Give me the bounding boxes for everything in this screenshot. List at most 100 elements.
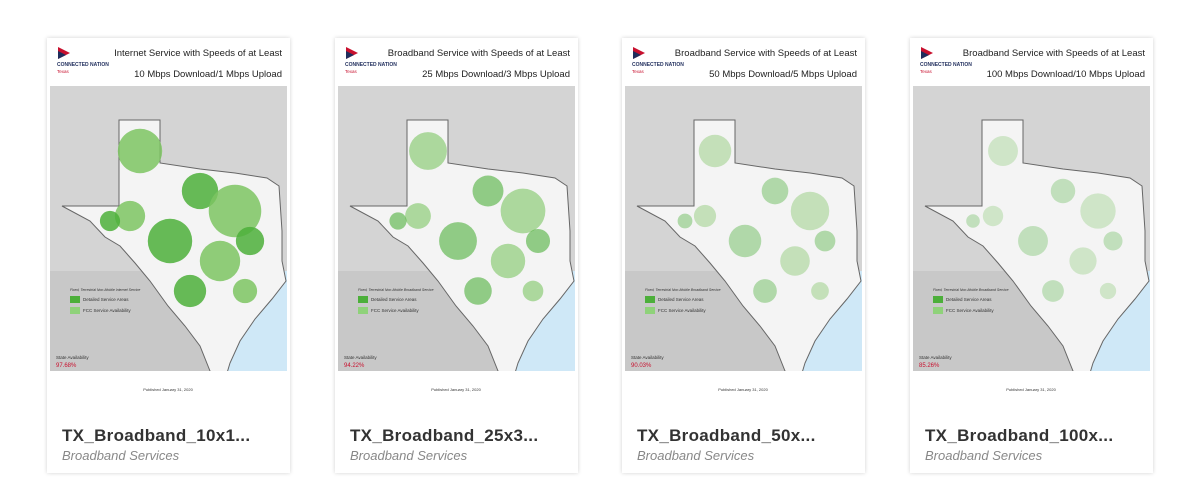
service-area — [677, 213, 693, 229]
published: Published January 31, 2020 — [431, 387, 481, 392]
file-card[interactable]: CONNECTED NATION Texas Broadband Service w… — [910, 38, 1153, 473]
service-area — [208, 184, 262, 238]
service-area — [405, 203, 431, 229]
service-area — [728, 224, 762, 258]
service-area — [181, 172, 219, 210]
service-area — [173, 274, 207, 308]
legend-label: Detailed Service Areas — [83, 297, 129, 302]
legend-label: Detailed Service Areas — [946, 297, 992, 302]
service-area — [500, 188, 546, 234]
legend-label: Detailed Service Areas — [658, 297, 704, 302]
brand-logo-2 — [346, 51, 354, 59]
file-title: TX_Broadband_10x1... — [62, 426, 251, 445]
legend-label: Detailed Service Areas — [371, 297, 417, 302]
service-area — [966, 214, 980, 228]
legend-title: Fixed, Terrestrial Non-Mobile Internet S… — [70, 288, 140, 292]
map-heading: 25 Mbps Download/3 Mbps Upload — [422, 69, 570, 80]
service-area — [235, 226, 265, 256]
texas-outline — [636, 119, 862, 384]
service-area — [99, 210, 121, 232]
availability-value: 85.26% — [919, 363, 940, 369]
legend-swatch — [70, 296, 80, 303]
service-area — [1099, 282, 1117, 300]
map-heading: 50 Mbps Download/5 Mbps Upload — [709, 69, 857, 80]
service-area — [811, 282, 829, 300]
texas-outline — [924, 119, 1150, 384]
legend-label: FCC Service Availability — [371, 308, 419, 313]
availability-label: State Availability — [344, 355, 377, 360]
file-card[interactable]: CONNECTED NATION Texas Broadband Service w… — [335, 38, 578, 473]
legend-title: Fixed, Terrestrial Non-Mobile Broadband … — [358, 288, 434, 292]
map-heading: Broadband Service with Speeds of at Leas… — [675, 48, 858, 59]
file-card[interactable]: CONNECTED NATION Texas Internet Service wi… — [47, 38, 290, 473]
service-area — [389, 212, 407, 230]
brand-state: Texas — [632, 69, 645, 74]
legend-swatch — [358, 296, 368, 303]
service-area — [1018, 226, 1048, 256]
service-area — [982, 205, 1004, 227]
service-area — [780, 246, 810, 276]
brand-state: Texas — [57, 69, 70, 74]
service-area — [761, 177, 789, 205]
availability-value: 90.03% — [631, 363, 652, 369]
service-area — [1069, 247, 1097, 275]
brand-name: CONNECTED NATION — [920, 62, 972, 68]
service-area — [988, 136, 1018, 166]
service-area — [472, 175, 504, 207]
file-title: TX_Broadband_50x... — [637, 426, 816, 445]
map-footer — [338, 371, 575, 415]
service-area — [147, 218, 193, 264]
service-area — [1103, 231, 1123, 251]
legend-swatch — [933, 307, 943, 314]
service-area — [490, 243, 526, 279]
service-area — [790, 191, 830, 231]
map-heading: Broadband Service with Speeds of at Leas… — [388, 48, 571, 59]
map-header — [50, 41, 287, 86]
brand-logo-2 — [633, 51, 641, 59]
map-heading: Broadband Service with Speeds of at Leas… — [963, 48, 1146, 59]
legend-title: Fixed, Terrestrial Non-Mobile Broadband … — [645, 288, 721, 292]
brand-name: CONNECTED NATION — [57, 62, 109, 68]
service-area — [525, 228, 551, 254]
legend-title: Fixed, Terrestrial Non-Mobile Broadband … — [933, 288, 1009, 292]
file-category: Broadband Services — [637, 448, 755, 463]
map-heading: Internet Service with Speeds of at Least — [114, 48, 282, 59]
map-heading: 10 Mbps Download/1 Mbps Upload — [134, 69, 282, 80]
file-category: Broadband Services — [62, 448, 180, 463]
legend-label: FCC Service Availability — [658, 308, 706, 313]
availability-value: 97.68% — [56, 363, 77, 369]
published: Published January 31, 2020 — [718, 387, 768, 392]
legend-swatch — [645, 307, 655, 314]
map-footer — [625, 371, 862, 415]
service-area — [199, 240, 241, 282]
brand-logo-2 — [921, 51, 929, 59]
brand-name: CONNECTED NATION — [345, 62, 397, 68]
legend-swatch — [358, 307, 368, 314]
service-area — [1050, 178, 1076, 204]
file-title: TX_Broadband_100x... — [925, 426, 1114, 445]
legend-swatch — [933, 296, 943, 303]
service-area — [409, 132, 447, 170]
published: Published January 31, 2020 — [1006, 387, 1056, 392]
availability-label: State Availability — [631, 355, 664, 360]
service-area — [1080, 193, 1116, 229]
legend-swatch — [70, 307, 80, 314]
service-area — [232, 278, 258, 304]
brand-state: Texas — [345, 69, 358, 74]
service-area — [698, 134, 732, 168]
service-area — [439, 222, 477, 260]
file-card[interactable]: CONNECTED NATION Texas Broadband Service w… — [622, 38, 865, 473]
availability-label: State Availability — [56, 355, 89, 360]
legend-label: FCC Service Availability — [946, 308, 994, 313]
map-heading: 100 Mbps Download/10 Mbps Upload — [987, 69, 1145, 80]
file-category: Broadband Services — [350, 448, 468, 463]
legend-label: FCC Service Availability — [83, 308, 131, 313]
service-area — [114, 200, 146, 232]
brand-name: CONNECTED NATION — [632, 62, 684, 68]
file-title: TX_Broadband_25x3... — [350, 426, 539, 445]
legend-swatch — [645, 296, 655, 303]
